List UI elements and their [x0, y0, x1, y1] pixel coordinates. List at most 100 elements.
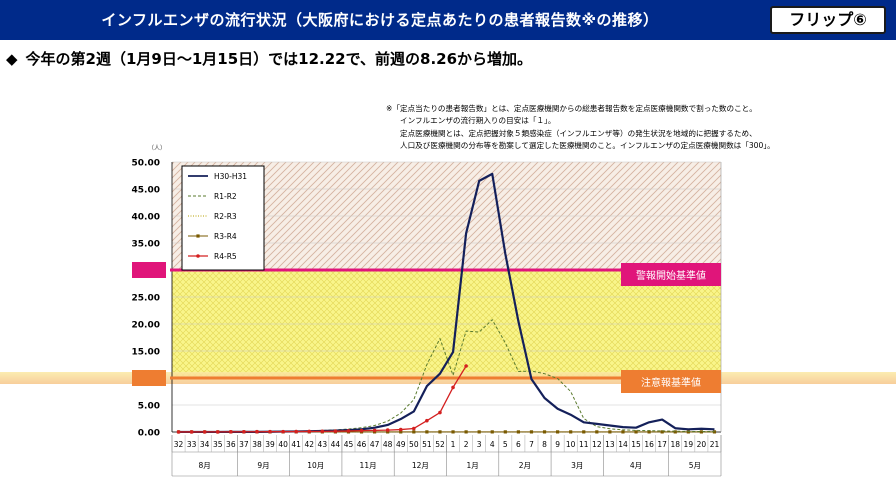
- y-tick-label: 40.00: [132, 213, 160, 223]
- data-point: [451, 430, 455, 434]
- data-point: [425, 430, 429, 434]
- x-tick-label: 21: [710, 440, 720, 449]
- data-point: [399, 430, 403, 434]
- data-point: [176, 430, 181, 434]
- x-tick-label: 14: [618, 440, 628, 449]
- data-point: [582, 430, 586, 434]
- data-point: [398, 427, 403, 432]
- month-label: 3月: [571, 461, 583, 470]
- data-point: [438, 430, 442, 434]
- data-point: [595, 430, 599, 434]
- x-tick-label: 12: [592, 440, 602, 449]
- x-tick-label: 38: [252, 440, 262, 449]
- legend-marker: [196, 234, 200, 238]
- x-tick-label: 15: [631, 440, 641, 449]
- data-point: [346, 429, 351, 433]
- data-point: [660, 430, 664, 434]
- data-point: [189, 430, 194, 434]
- x-tick-label: 34: [200, 440, 210, 449]
- footnote-line: 定点医療機関とは、定点把握対象５類感染症（インフルエンザ等）の発生状況を地域的に…: [400, 128, 757, 138]
- month-label: 11月: [360, 461, 377, 470]
- x-tick-label: 18: [670, 440, 680, 449]
- month-label: 10月: [307, 461, 324, 470]
- legend-label: R3-R4: [214, 232, 237, 241]
- x-tick-label: 39: [265, 440, 275, 449]
- x-tick-label: 16: [644, 440, 654, 449]
- legend-label: R4-R5: [214, 252, 237, 261]
- data-point: [242, 429, 246, 434]
- y-tick-label: 50.00: [132, 159, 160, 169]
- footnote-line: ※「定点当たりの患者報告数」とは、定点医療機関からの総患者報告数を定点医療機関数…: [386, 104, 757, 113]
- data-point: [464, 430, 468, 434]
- data-point: [438, 410, 442, 415]
- month-label: 8月: [199, 461, 211, 470]
- x-tick-label: 2: [464, 440, 469, 449]
- x-tick-label: 8: [542, 440, 547, 449]
- y-tick-label: 20.00: [132, 321, 160, 331]
- header-bar: インフルエンザの流行状況（大阪府における定点あたりの患者報告数※の推移） フリッ…: [0, 0, 896, 40]
- data-point: [412, 430, 416, 434]
- legend-label: R2-R3: [214, 212, 237, 221]
- x-tick-label: 4: [490, 440, 495, 449]
- data-point: [490, 430, 494, 434]
- warning-threshold-label: 警報開始基準値: [636, 269, 706, 282]
- data-point: [412, 426, 416, 431]
- x-tick-label: 42: [304, 440, 314, 449]
- data-point: [529, 430, 534, 434]
- x-tick-label: 37: [239, 440, 249, 449]
- flip-badge: フリップ⑥: [770, 6, 886, 34]
- x-tick-label: 1: [451, 440, 456, 449]
- x-tick-label: 3: [477, 440, 482, 449]
- legend-box: [181, 165, 265, 271]
- warning-threshold-label-box: [621, 263, 721, 286]
- legend: H30-H31 R1-R2 R2-R3 R3-R4 R4-R5: [181, 165, 265, 271]
- data-point: [569, 430, 573, 434]
- data-point: [307, 429, 312, 434]
- x-tick-label: 46: [357, 440, 367, 449]
- series-line-R1-R2: [178, 319, 715, 433]
- x-tick-label: 13: [605, 440, 615, 449]
- footnote-line: インフルエンザの流行期入りの目安は「１」。: [400, 116, 556, 126]
- data-point: [516, 430, 520, 434]
- advisory-threshold-label-box: [621, 370, 721, 393]
- y-axis-unit: （人）: [148, 145, 166, 152]
- x-tick-label: 9: [555, 440, 560, 449]
- month-label: 12月: [412, 461, 429, 470]
- data-point: [281, 429, 285, 434]
- data-point: [712, 430, 717, 434]
- data-point: [647, 430, 651, 434]
- data-point: [333, 429, 338, 433]
- advisory-threshold-label: 注意報基準値: [641, 376, 701, 389]
- x-tick-label: 48: [383, 440, 393, 449]
- data-point: [608, 430, 612, 434]
- data-point: [372, 428, 377, 433]
- data-point: [621, 430, 625, 434]
- x-tick-label: 11: [579, 440, 589, 449]
- data-point: [556, 430, 560, 434]
- page-title: インフルエンザの流行状況（大阪府における定点あたりの患者報告数※の推移）: [101, 11, 659, 29]
- advisory-tick-highlight: [132, 370, 166, 386]
- data-point: [359, 428, 364, 433]
- x-tick-label: 7: [529, 440, 534, 449]
- y-tick-label: 35.00: [132, 240, 160, 250]
- x-tick-label: 20: [697, 440, 707, 449]
- y-tick-label: 25.00: [132, 294, 160, 304]
- data-point: [385, 428, 390, 432]
- footnote-line: 人口及び医療機関の分布等を勘案して選定した医療機関のこと。インフルエンザの定点医…: [400, 141, 775, 151]
- y-tick-label: 0.00: [138, 429, 160, 439]
- warning-tick-highlight: [132, 262, 166, 278]
- y-tick-label: 5.00: [138, 402, 160, 412]
- diamond-bullet-icon: ◆: [6, 50, 18, 68]
- month-label: 9月: [257, 461, 269, 470]
- x-tick-label: 6: [516, 440, 521, 449]
- x-tick-label: 41: [291, 440, 301, 449]
- x-tick-label: 35: [213, 440, 223, 449]
- x-tick-label: 50: [409, 440, 419, 449]
- x-tick-label: 33: [187, 440, 197, 449]
- x-tick-label: 51: [422, 440, 432, 449]
- data-point: [699, 430, 703, 434]
- data-point: [229, 430, 233, 434]
- month-label: 5月: [689, 461, 701, 470]
- data-point: [634, 430, 638, 434]
